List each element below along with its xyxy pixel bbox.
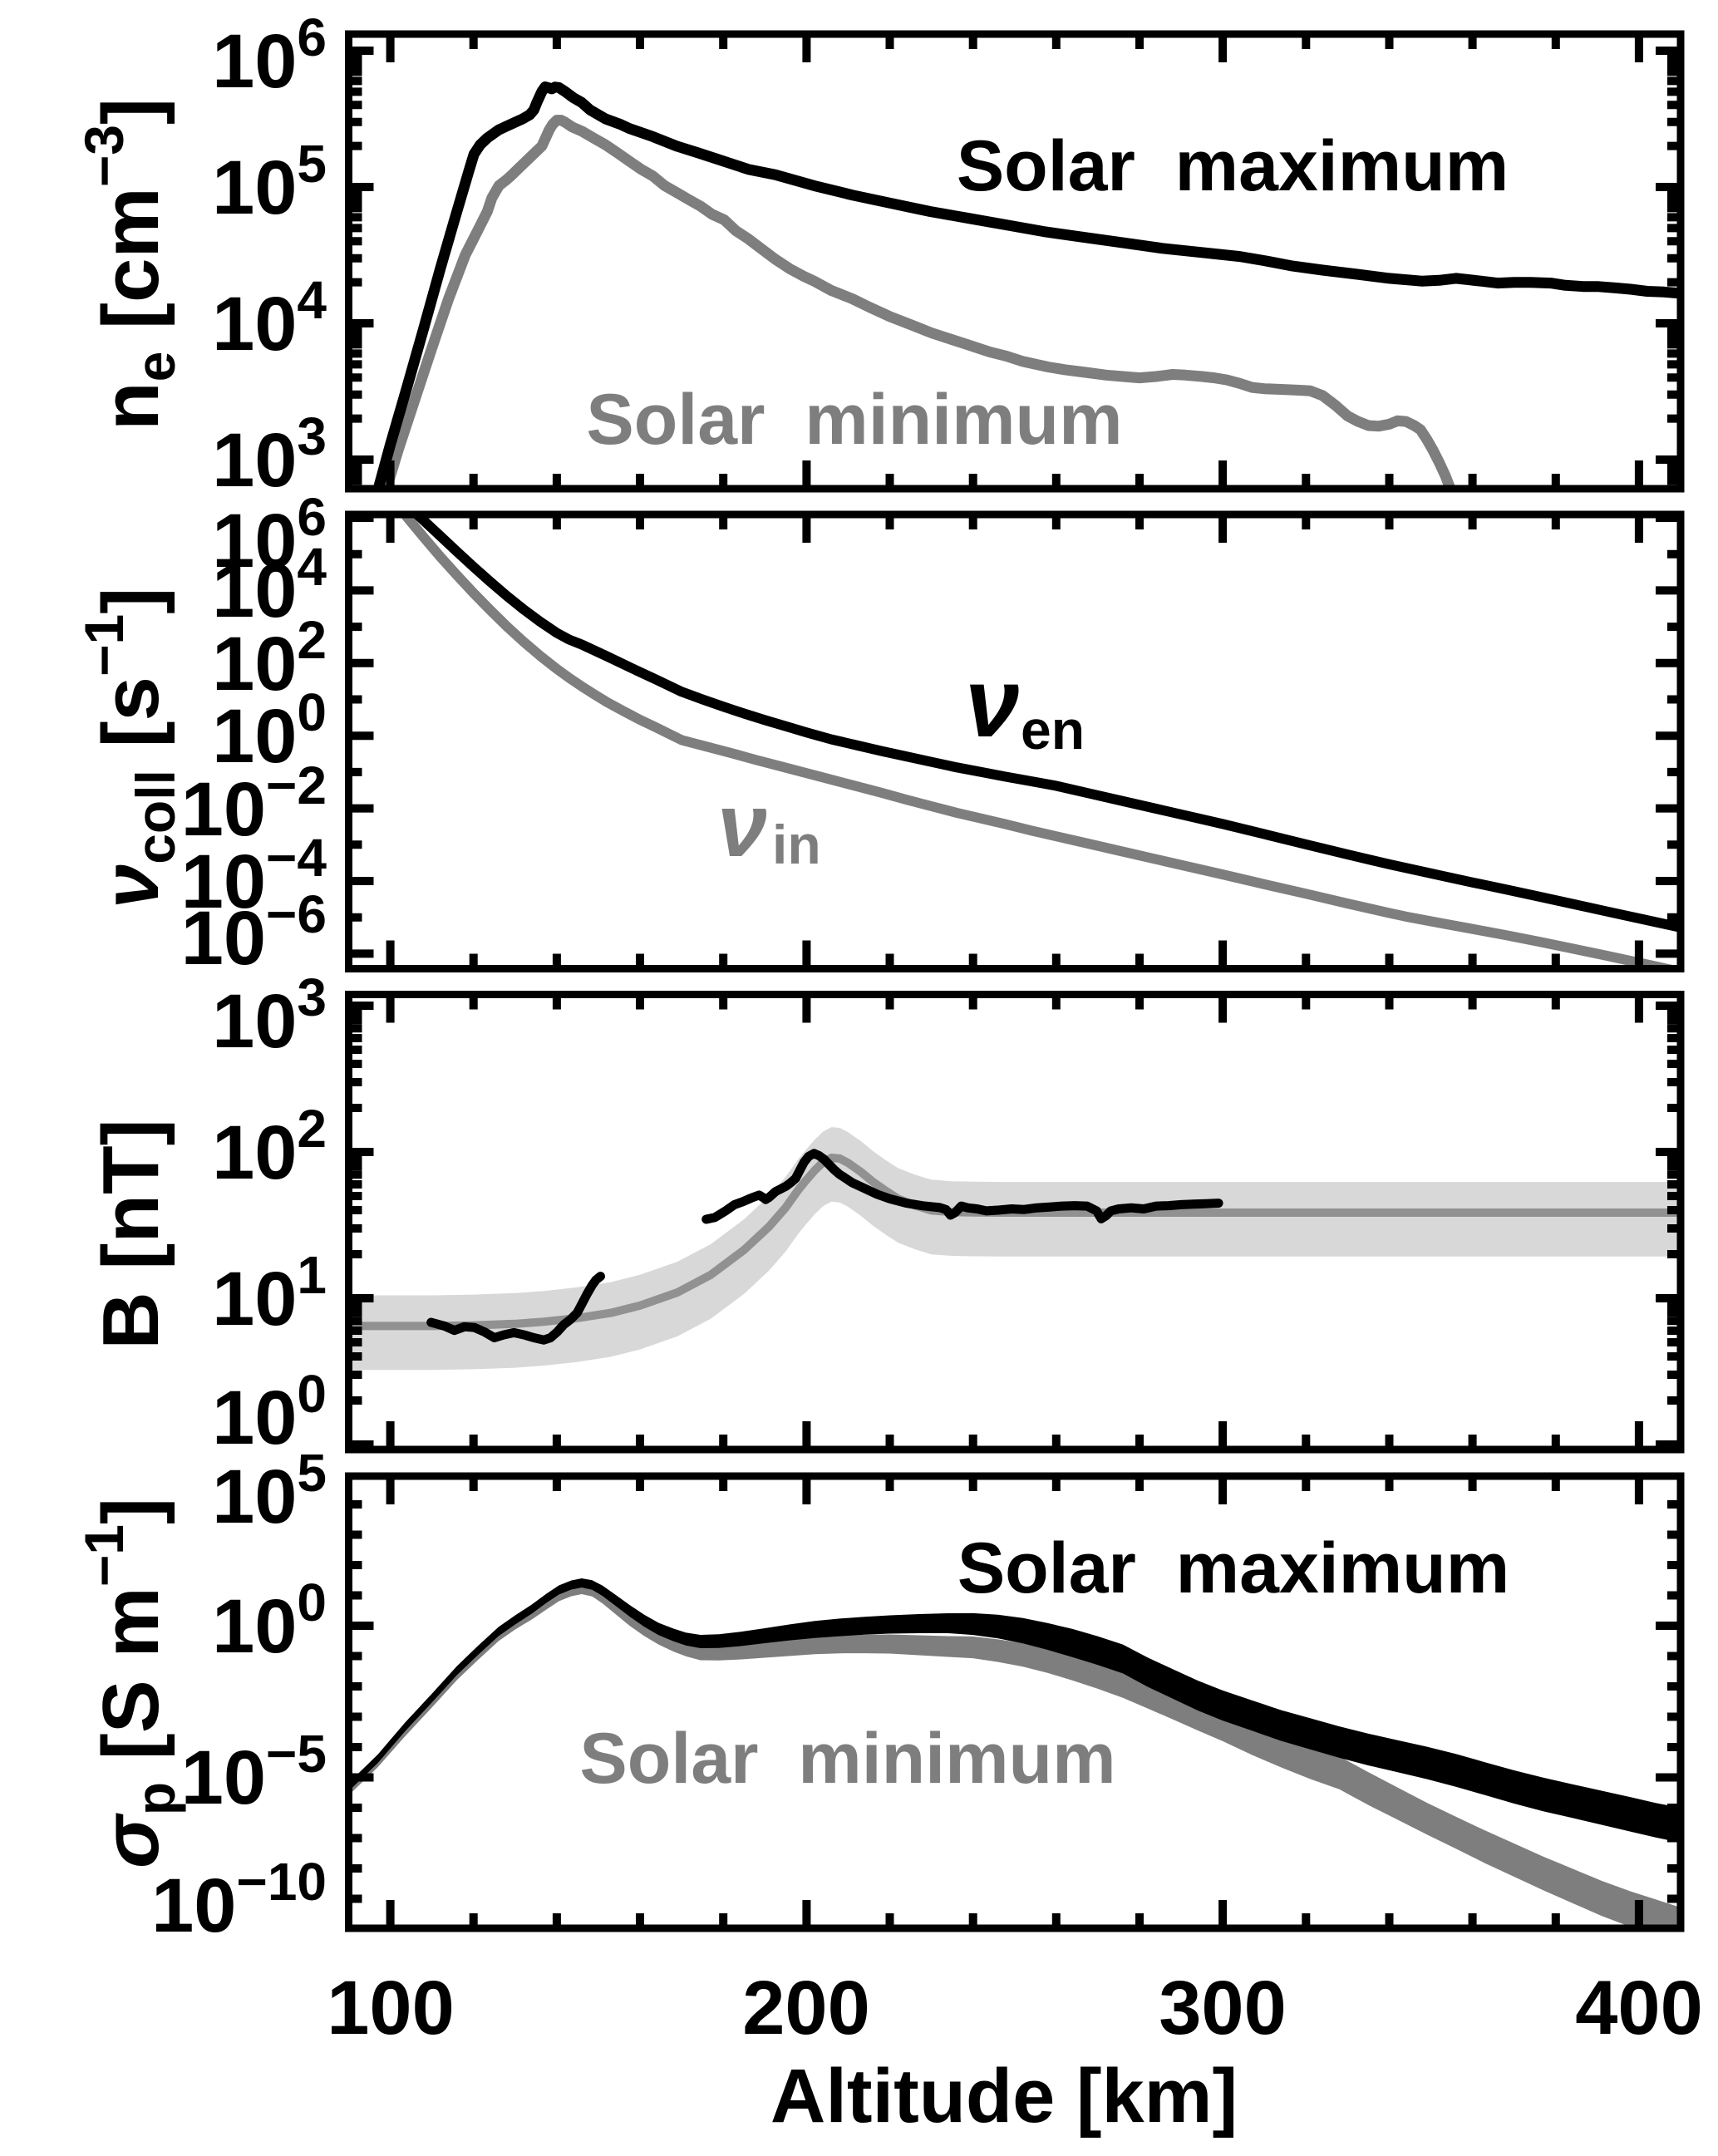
svg-text:B [nT]: B [nT]	[86, 1119, 175, 1349]
svg-text:νcoll [s−1]: νcoll [s−1]	[73, 588, 186, 908]
svg-text:103: 103	[212, 406, 327, 503]
svg-text:Altitude [km]: Altitude [km]	[770, 2054, 1238, 2139]
svg-text:ν: ν	[717, 775, 767, 875]
svg-text:in: in	[772, 814, 821, 875]
svg-text:Solar maximum: Solar maximum	[957, 126, 1509, 206]
svg-text:102: 102	[212, 610, 327, 706]
svg-text:100: 100	[212, 682, 327, 779]
svg-text:en: en	[1021, 699, 1085, 761]
svg-text:Solar maximum: Solar maximum	[957, 1528, 1509, 1608]
svg-text:400: 400	[1575, 1966, 1703, 2050]
svg-text:300: 300	[1159, 1966, 1287, 2050]
svg-text:105: 105	[212, 134, 327, 230]
svg-text:200: 200	[742, 1966, 870, 2050]
svg-text:ν: ν	[965, 648, 1020, 758]
svg-text:106: 106	[212, 487, 327, 583]
svg-text:Solar minimum: Solar minimum	[579, 1719, 1115, 1799]
svg-text:100: 100	[327, 1966, 455, 2050]
svg-text:σp [S m−1]: σp [S m−1]	[73, 1498, 186, 1868]
svg-text:Solar minimum: Solar minimum	[586, 380, 1122, 460]
